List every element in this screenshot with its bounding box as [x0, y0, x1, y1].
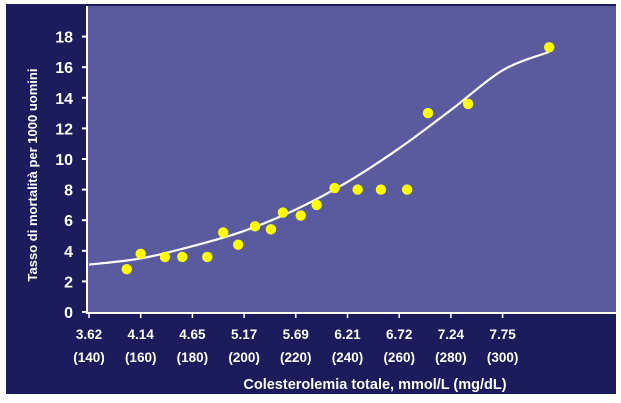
y-tick-label: 16 — [55, 60, 73, 77]
y-axis-label: Tasso di mortalità per 1000 uomini — [25, 69, 40, 282]
x-tick-label-mmol: 4.65 — [179, 327, 206, 342]
y-tick-label: 14 — [55, 91, 73, 108]
data-point — [462, 98, 474, 110]
x-tick-label-mgdl: (140) — [73, 350, 105, 365]
y-tick-labels: 0 2 4 6 8 10 12 14 16 18 — [55, 30, 87, 322]
y-tick-label: 6 — [64, 213, 73, 230]
data-point — [159, 251, 171, 263]
data-point — [121, 263, 132, 275]
x-tick-label-mmol: 7.24 — [438, 327, 465, 342]
data-points-layer — [121, 42, 555, 275]
data-point — [218, 227, 229, 238]
x-tick-label-mmol: 6.21 — [334, 327, 361, 342]
x-tick-label-mmol: 5.69 — [283, 327, 309, 342]
plot-area — [88, 6, 616, 313]
data-point — [177, 251, 188, 263]
y-tick-label: 10 — [55, 152, 73, 169]
data-point — [544, 42, 555, 53]
x-axis-label: Colesterolemia totale, mmol/L (mg/dL) — [243, 377, 506, 393]
x-tick-label-mmol: 5.17 — [231, 327, 257, 342]
y-tick-label: 0 — [64, 305, 73, 322]
y-tick-label: 8 — [64, 183, 73, 200]
y-tick-label: 12 — [55, 121, 73, 138]
trend-curve — [88, 50, 550, 266]
data-point — [277, 207, 289, 218]
data-point — [422, 107, 434, 119]
x-tick-label-mgdl: (260) — [383, 350, 415, 365]
data-point — [265, 224, 277, 235]
x-tick-label-mgdl: (240) — [332, 350, 364, 365]
x-tick-labels: 3.62 (140) 4.14 (160) 4.65 (180) 5.17 (200) 5.69… — [73, 313, 518, 365]
x-tick-label-mgdl: (300) — [487, 350, 519, 365]
data-point — [311, 199, 322, 211]
data-point — [401, 184, 413, 195]
trend-curve-layer — [88, 50, 550, 266]
data-point — [329, 182, 340, 194]
x-tick-label-mgdl: (280) — [435, 350, 467, 365]
data-point — [135, 248, 146, 260]
x-tick-label-mgdl: (200) — [228, 350, 260, 365]
x-tick-label-mmol: 4.14 — [128, 327, 155, 342]
x-tick-label-mgdl: (160) — [125, 350, 157, 365]
data-point — [249, 221, 261, 232]
data-point — [375, 184, 387, 195]
x-tick-label-mmol: 3.62 — [76, 327, 102, 342]
y-tick-label: 2 — [64, 274, 73, 291]
y-tick-label: 18 — [55, 30, 73, 47]
data-point — [352, 184, 363, 195]
x-tick-label-mmol: 7.75 — [489, 327, 516, 342]
data-point — [202, 251, 213, 263]
x-tick-label-mmol: 6.72 — [386, 327, 412, 342]
data-point — [295, 210, 306, 221]
y-tick-label: 4 — [64, 244, 73, 261]
data-point — [232, 239, 244, 250]
x-tick-label-mgdl: (180) — [177, 350, 209, 365]
x-tick-label-mgdl: (220) — [280, 350, 312, 365]
